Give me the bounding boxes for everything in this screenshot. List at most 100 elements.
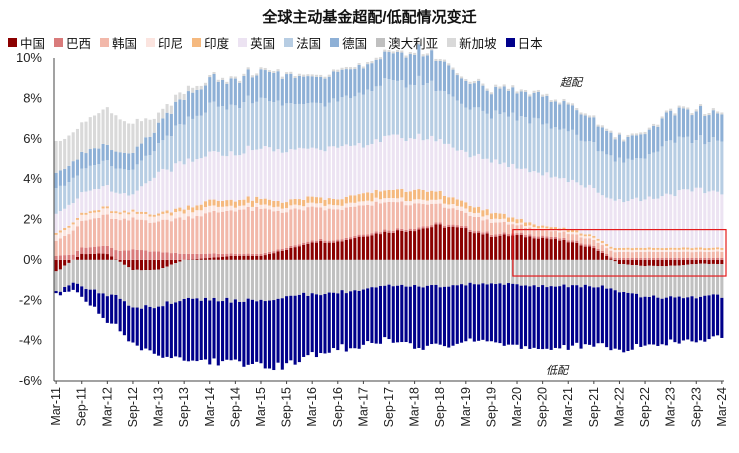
bar-segment xyxy=(131,249,135,260)
bar-segment xyxy=(195,89,199,116)
bar-segment xyxy=(511,87,515,113)
bar-segment xyxy=(370,61,374,64)
bar-segment xyxy=(221,206,225,212)
bar-segment xyxy=(63,265,67,288)
bar-segment xyxy=(485,284,489,342)
bar-segment xyxy=(592,248,596,260)
bar-segment xyxy=(289,71,293,74)
bar-segment xyxy=(161,259,165,269)
bar-segment xyxy=(366,192,370,201)
bar-segment xyxy=(468,205,472,212)
bar-segment xyxy=(524,90,528,93)
bar-segment xyxy=(596,259,600,288)
bar-segment xyxy=(182,259,186,299)
bar-segment xyxy=(408,138,412,192)
bar-segment xyxy=(413,85,417,139)
bar-segment xyxy=(378,286,382,344)
bar-segment xyxy=(174,125,178,164)
bar-segment xyxy=(131,211,135,218)
bar-segment xyxy=(468,83,472,110)
bar-segment xyxy=(259,69,263,98)
bar-segment xyxy=(374,59,378,87)
bar-segment xyxy=(297,259,301,295)
bar-segment xyxy=(626,134,630,137)
bar-segment xyxy=(97,246,101,254)
bar-segment xyxy=(199,253,203,259)
bar-segment xyxy=(353,145,357,196)
bar-segment xyxy=(673,259,677,266)
bar-segment xyxy=(413,189,417,200)
bar-segment xyxy=(515,93,519,121)
bar-segment xyxy=(677,136,681,191)
bar-segment xyxy=(541,259,545,286)
bar-segment xyxy=(293,78,297,105)
bar-segment xyxy=(267,205,272,210)
bar-segment xyxy=(285,207,289,213)
bar-segment xyxy=(148,119,152,137)
bar-segment xyxy=(221,211,225,254)
bar-segment xyxy=(489,118,493,163)
bar-segment xyxy=(186,259,190,298)
bar-segment xyxy=(263,255,267,260)
bar-segment xyxy=(246,298,250,365)
bar-segment xyxy=(562,259,566,285)
bar-segment xyxy=(178,211,182,218)
bar-segment xyxy=(656,259,660,267)
bar-segment xyxy=(276,298,280,363)
bar-segment xyxy=(609,250,613,257)
bar-segment xyxy=(566,102,570,105)
bar-segment xyxy=(357,64,361,93)
bar-segment xyxy=(455,100,459,151)
bar-segment xyxy=(643,131,647,135)
bar-segment xyxy=(524,117,528,169)
bar-segment xyxy=(387,135,391,190)
x-tick-label: Sep-13 xyxy=(177,387,191,427)
x-tick-label: Mar-20 xyxy=(510,387,524,427)
bar-segment xyxy=(549,231,553,237)
x-tick-label: Mar-18 xyxy=(408,387,422,427)
bar-segment xyxy=(361,94,365,148)
bar-segment xyxy=(378,234,382,260)
bar-segment xyxy=(596,242,600,249)
bar-segment xyxy=(515,233,519,236)
bar-segment xyxy=(647,251,651,258)
bar-segment xyxy=(660,196,664,249)
bar-segment xyxy=(417,42,421,45)
legend-item-0: 中国 xyxy=(8,33,45,52)
bar-segment xyxy=(575,230,579,233)
bar-segment xyxy=(297,199,301,206)
bar-segment xyxy=(643,259,647,267)
bar-segment xyxy=(592,142,596,188)
bar-segment xyxy=(101,245,105,254)
bar-segment xyxy=(468,211,472,217)
bar-segment xyxy=(716,113,720,141)
bar-segment xyxy=(302,74,306,77)
bar-segment xyxy=(613,257,617,260)
bar-segment xyxy=(477,216,481,231)
bar-segment xyxy=(135,307,139,346)
bar-segment xyxy=(387,189,391,198)
bar-segment xyxy=(669,251,673,258)
bar-segment xyxy=(498,233,502,236)
bar-segment xyxy=(229,205,233,211)
bar-segment xyxy=(101,214,105,246)
bar-segment xyxy=(63,287,67,293)
bar-segment xyxy=(122,250,126,260)
bar-segment xyxy=(182,164,186,210)
bar-segment xyxy=(152,132,156,152)
bar-segment xyxy=(280,202,284,209)
bar-segment xyxy=(558,230,562,233)
bar-segment xyxy=(681,249,685,252)
bar-segment xyxy=(374,231,378,234)
bar-segment xyxy=(528,96,532,124)
bar-segment xyxy=(212,199,216,206)
bar-segment xyxy=(293,295,297,365)
bar-segment xyxy=(460,150,464,201)
bar-segment xyxy=(502,232,506,235)
bar-segment xyxy=(545,226,549,229)
bar-segment xyxy=(238,254,242,256)
bar-segment xyxy=(319,103,323,150)
bar-segment xyxy=(84,212,88,215)
bar-segment xyxy=(297,294,301,363)
bar-segment xyxy=(144,155,148,184)
